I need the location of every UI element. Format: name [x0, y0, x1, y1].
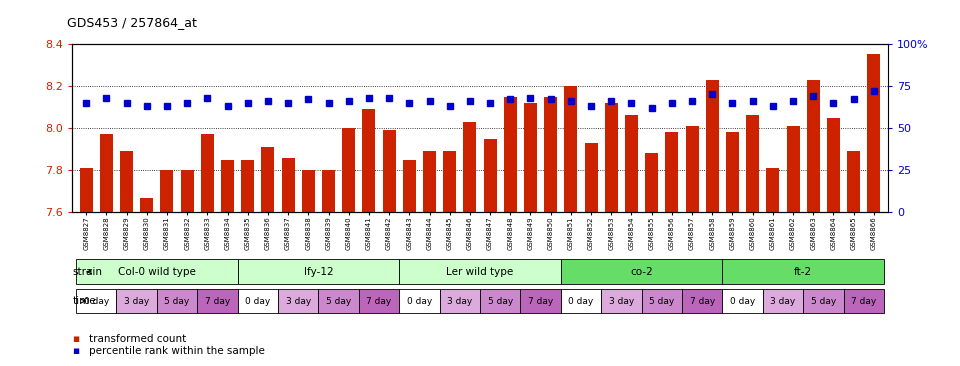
Bar — [120, 151, 133, 212]
Bar — [504, 97, 516, 212]
Bar — [403, 160, 416, 212]
Bar — [76, 259, 238, 284]
Bar — [281, 157, 295, 212]
Bar — [80, 168, 93, 212]
Text: percentile rank within the sample: percentile rank within the sample — [89, 346, 265, 356]
Bar — [685, 126, 699, 212]
Text: 0 day: 0 day — [568, 296, 593, 306]
Bar — [180, 170, 194, 212]
Bar — [197, 289, 238, 313]
Text: ft-2: ft-2 — [794, 267, 812, 277]
Text: GDS453 / 257864_at: GDS453 / 257864_at — [67, 16, 197, 29]
Bar — [847, 151, 860, 212]
Text: transformed count: transformed count — [89, 333, 186, 344]
Text: 7 day: 7 day — [367, 296, 392, 306]
Bar — [76, 289, 116, 313]
Bar — [706, 80, 719, 212]
Bar — [399, 289, 440, 313]
Text: ◾: ◾ — [72, 346, 79, 356]
Text: Ler wild type: Ler wild type — [446, 267, 514, 277]
Text: 3 day: 3 day — [447, 296, 472, 306]
Bar — [160, 170, 174, 212]
Bar — [480, 289, 520, 313]
Bar — [359, 289, 399, 313]
Bar — [342, 128, 355, 212]
Bar — [322, 170, 335, 212]
Text: 5 day: 5 day — [326, 296, 351, 306]
Bar — [238, 289, 278, 313]
Bar — [763, 289, 804, 313]
Text: 0 day: 0 day — [245, 296, 271, 306]
Text: 5 day: 5 day — [488, 296, 513, 306]
Bar — [520, 289, 561, 313]
Text: 5 day: 5 day — [649, 296, 675, 306]
Bar — [156, 289, 197, 313]
Bar — [382, 130, 396, 212]
Text: strain: strain — [72, 267, 103, 277]
Text: 3 day: 3 day — [285, 296, 311, 306]
Bar — [301, 170, 315, 212]
Bar — [362, 109, 375, 212]
Bar — [601, 289, 641, 313]
Bar — [464, 122, 476, 212]
Text: 7 day: 7 day — [528, 296, 553, 306]
Text: 5 day: 5 day — [164, 296, 190, 306]
Bar — [722, 289, 763, 313]
Bar — [806, 80, 820, 212]
Bar — [241, 160, 254, 212]
Bar — [319, 289, 359, 313]
Bar — [827, 117, 840, 212]
Bar — [645, 153, 659, 212]
Bar — [746, 115, 759, 212]
Bar — [682, 289, 722, 313]
Bar — [722, 259, 884, 284]
Bar — [867, 55, 880, 212]
Text: co-2: co-2 — [630, 267, 653, 277]
Bar — [641, 289, 682, 313]
Bar — [140, 198, 154, 212]
Bar — [585, 143, 598, 212]
Bar — [544, 97, 557, 212]
Bar — [444, 151, 456, 212]
Text: 0 day: 0 day — [84, 296, 108, 306]
Bar — [116, 289, 156, 313]
Bar — [221, 160, 234, 212]
Text: Col-0 wild type: Col-0 wild type — [118, 267, 196, 277]
Text: 7 day: 7 day — [689, 296, 715, 306]
Bar — [726, 132, 739, 212]
Bar — [278, 289, 319, 313]
Text: 3 day: 3 day — [124, 296, 149, 306]
Bar — [665, 132, 679, 212]
Text: 7 day: 7 day — [852, 296, 876, 306]
Bar — [238, 259, 399, 284]
Text: 0 day: 0 day — [730, 296, 756, 306]
Bar — [766, 168, 780, 212]
Bar — [423, 151, 436, 212]
Bar — [561, 289, 601, 313]
Bar — [399, 259, 561, 284]
Text: time: time — [72, 296, 96, 306]
Bar — [564, 86, 578, 212]
Bar — [484, 139, 496, 212]
Text: 3 day: 3 day — [609, 296, 634, 306]
Bar — [605, 103, 618, 212]
Bar — [804, 289, 844, 313]
Text: ◾: ◾ — [72, 333, 79, 344]
Bar — [561, 259, 722, 284]
Bar — [440, 289, 480, 313]
Bar — [201, 134, 214, 212]
Text: 7 day: 7 day — [204, 296, 230, 306]
Bar — [786, 126, 800, 212]
Text: lfy-12: lfy-12 — [303, 267, 333, 277]
Bar — [100, 134, 113, 212]
Text: 3 day: 3 day — [770, 296, 796, 306]
Bar — [261, 147, 275, 212]
Bar — [625, 115, 638, 212]
Bar — [844, 289, 884, 313]
Bar — [524, 103, 537, 212]
Text: 5 day: 5 day — [811, 296, 836, 306]
Text: 0 day: 0 day — [407, 296, 432, 306]
